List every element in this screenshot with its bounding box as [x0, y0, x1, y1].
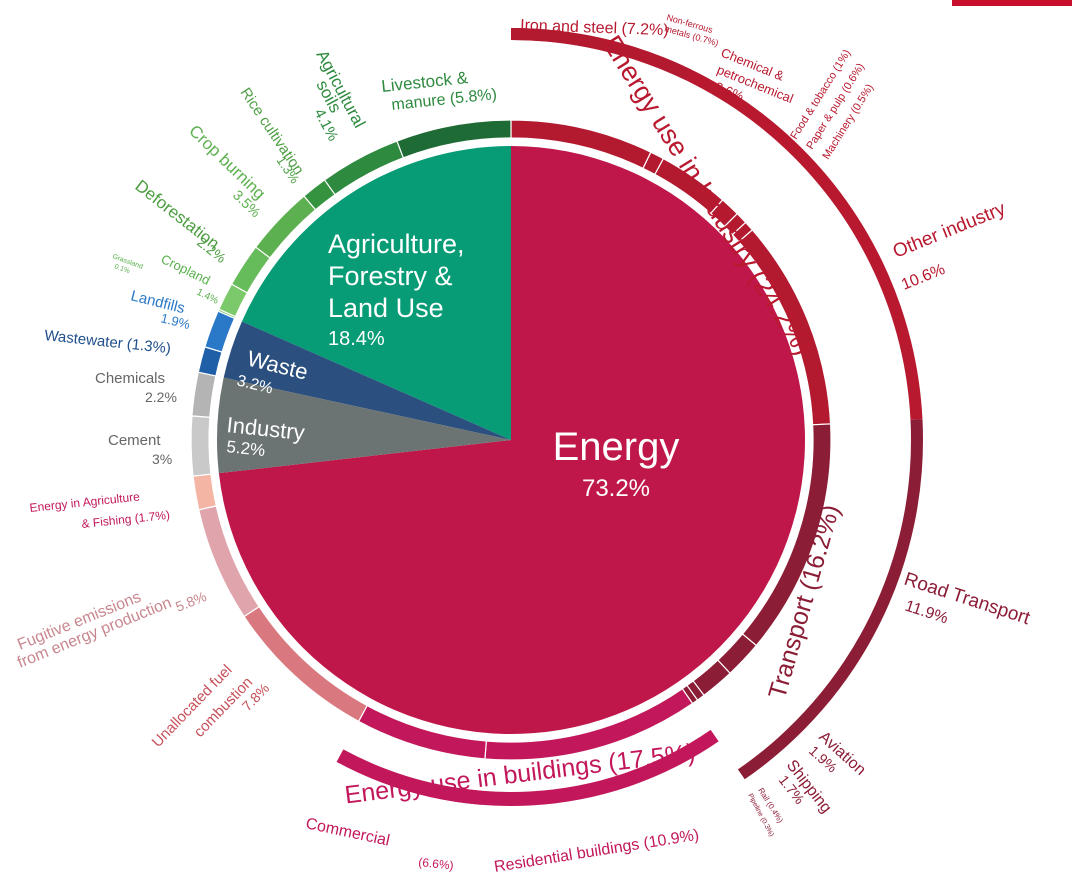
label-cement: Cement [108, 432, 161, 449]
label-commercial-value: (6.6%) [418, 855, 455, 873]
afolu-label-line1: Agriculture, [328, 229, 465, 259]
energy-label: Energy [553, 425, 680, 469]
label-crop-burning: Crop burning [185, 121, 269, 203]
label-other-industry: Other industry [890, 198, 1009, 262]
label-energy-agri-2: & Fishing (1.7%) [81, 508, 171, 531]
group-ring-layer [336, 28, 924, 806]
industry-value: 5.2% [226, 437, 267, 460]
ring-segment-cement [190, 415, 212, 477]
label-other-industry-value: 10.6% [899, 261, 947, 294]
group-arc-transport [737, 419, 924, 780]
label-chemicals: Chemicals [95, 370, 165, 387]
label-cropland: Cropland [159, 251, 213, 288]
label-residential: Residential buildings (10.9%) [493, 827, 700, 876]
label-road-transport: Road Transport [901, 569, 1033, 630]
slice-industry [217, 377, 511, 474]
label-chemicals-value: 2.2% [145, 389, 177, 405]
slice-agriculture-forestry-land-use [241, 145, 511, 440]
energy-value: 73.2% [582, 475, 650, 502]
group-arc-commercial [336, 749, 483, 805]
ring-segment-chemicals [191, 371, 217, 418]
subsector-ring-layer [190, 119, 832, 761]
label-rice: Rice cultivation [237, 85, 308, 178]
label-agri-soils-value: 4.1% [310, 106, 341, 144]
ring-segment-livestock-manure [396, 119, 512, 159]
ring-segment-landfills [204, 310, 236, 353]
label-landfills-value: 1.9% [159, 310, 192, 332]
header-accent-bar [952, 0, 1072, 6]
label-wastewater: Wastewater (1.3%) [44, 327, 172, 357]
afolu-value: 18.4% [328, 328, 385, 350]
slice-energy [218, 146, 806, 734]
label-deforestation-value: 2.2% [194, 234, 229, 266]
slice-waste [223, 321, 511, 440]
label-cement-value: 3% [152, 451, 172, 467]
pie-layer [217, 145, 806, 734]
ring-segment-energy-in-agriculture-fishing [192, 473, 217, 511]
label-iron-steel: Iron and steel (7.2%) [520, 17, 669, 39]
label-energy-agri: Energy in Agriculture [29, 489, 141, 515]
group-arc-iron-steel [511, 28, 692, 81]
label-cropland-value: 1.4% [195, 287, 220, 307]
afolu-label-line2: Forestry & [328, 261, 453, 291]
label-landfills: Landfills [129, 287, 187, 317]
label-commercial: Commercial [304, 815, 391, 849]
label-fugitive-value: 5.8% [173, 588, 209, 615]
afolu-label-line3: Land Use [328, 293, 444, 323]
